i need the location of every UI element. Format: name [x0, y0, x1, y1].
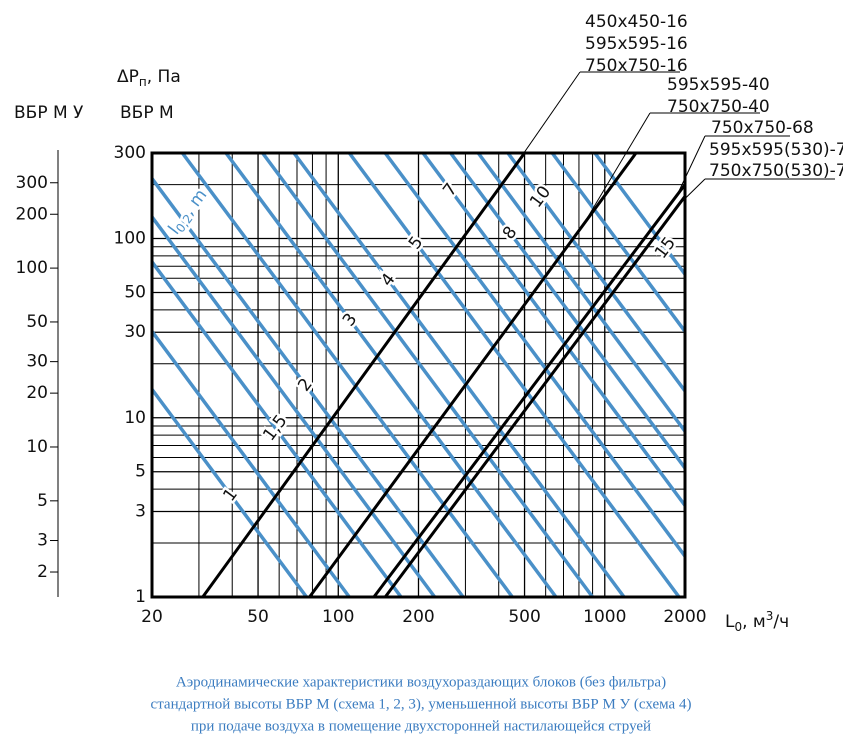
- series-label: 450x450-16: [585, 12, 688, 32]
- velocity-line: [550, 151, 687, 333]
- y2-tick-label: 10: [26, 437, 48, 457]
- y-tick-label: 5: [135, 462, 146, 482]
- y-tick-label: 300: [114, 143, 146, 163]
- velocity-title: l0,2, m: [165, 186, 212, 239]
- y-tick-label: 1: [135, 587, 146, 607]
- velocity-line: [180, 151, 514, 599]
- velocity-line: [150, 260, 403, 599]
- plot-frame: [150, 151, 687, 599]
- y-tick-label: 100: [114, 229, 146, 249]
- x-tick-label: 20: [141, 607, 163, 627]
- series-label: 750x750-68: [711, 118, 814, 138]
- characteristic-line: [384, 195, 687, 598]
- leader-line: [508, 71, 581, 176]
- velocity-line: [506, 151, 687, 393]
- x-tick-label: 1000: [583, 607, 626, 627]
- y2-tick-label: 200: [16, 204, 48, 224]
- y-tick-label: 3: [135, 501, 146, 521]
- velocity-line: [449, 151, 687, 470]
- y2-tick-label: 20: [26, 383, 48, 403]
- x-tick-label: 50: [247, 607, 269, 627]
- y2-axis-title: ВБР М У: [14, 103, 84, 123]
- velocity-label: 7: [439, 180, 461, 201]
- y-tick-label: 10: [124, 408, 146, 428]
- velocity-line: [593, 151, 687, 276]
- velocity-line: [261, 151, 594, 599]
- velocity-label: 4: [377, 270, 399, 291]
- velocity-line: [150, 215, 437, 599]
- velocity-label: 5: [405, 233, 427, 254]
- velocity-line: [224, 151, 558, 599]
- velocity-label: 10: [526, 182, 555, 211]
- leader-line: [678, 178, 706, 206]
- y2-tick-label: 30: [26, 352, 48, 372]
- y2-tick-label: 5: [37, 491, 48, 511]
- x-tick-label: 500: [508, 607, 540, 627]
- velocity-label: 2: [294, 375, 316, 396]
- velocity-line: [347, 151, 681, 599]
- caption: при подаче воздуха в помещение двухсторо…: [191, 718, 651, 734]
- y2-tick-label: 300: [16, 173, 48, 193]
- velocity-label: 8: [499, 223, 521, 244]
- x-tick-label: 200: [402, 607, 434, 627]
- leader-line: [676, 135, 706, 196]
- caption: Аэродинамические характеристики воздухор…: [176, 674, 666, 690]
- velocity-line: [292, 151, 626, 599]
- series-label: 595x595-40: [667, 75, 770, 95]
- characteristic-line: [372, 183, 687, 598]
- series-label: 750x750(530)-72: [709, 161, 843, 181]
- y2-tick-label: 2: [37, 562, 48, 582]
- y2-tick-label: 50: [26, 312, 48, 332]
- x-tick-label: 100: [322, 607, 354, 627]
- velocity-label: 1: [219, 485, 241, 506]
- y-axis-title: ВБР М: [120, 103, 174, 123]
- x-axis-label: L0, м3/ч: [725, 609, 789, 634]
- y2-tick-label: 100: [16, 258, 48, 278]
- leader-line: [582, 112, 651, 226]
- series-label: 595x595(530)-72: [709, 140, 843, 160]
- velocity-label: 3: [339, 310, 361, 331]
- characteristic-line: [201, 152, 526, 598]
- velocity-line: [150, 330, 351, 599]
- velocity-line: [150, 388, 308, 599]
- y-tick-label: 50: [124, 282, 146, 302]
- series-label: 595x595-16: [585, 34, 688, 54]
- y2-tick-label: 3: [37, 531, 48, 551]
- velocity-line: [476, 151, 687, 433]
- series-label: 750x750-16: [585, 56, 688, 76]
- velocity-line: [383, 151, 687, 558]
- velocity-line: [150, 177, 465, 599]
- velocity-line: [421, 151, 687, 507]
- y-axis-label: ΔPп, Па: [117, 67, 181, 89]
- series-label: 750x750-40: [667, 97, 770, 117]
- x-tick-label: 2000: [663, 607, 706, 627]
- velocity-label: 1,5: [259, 411, 291, 445]
- y-tick-label: 30: [124, 322, 146, 342]
- characteristic-line: [308, 152, 638, 598]
- caption: стандартной высоты ВБР М (схема 1, 2, 3)…: [151, 696, 692, 712]
